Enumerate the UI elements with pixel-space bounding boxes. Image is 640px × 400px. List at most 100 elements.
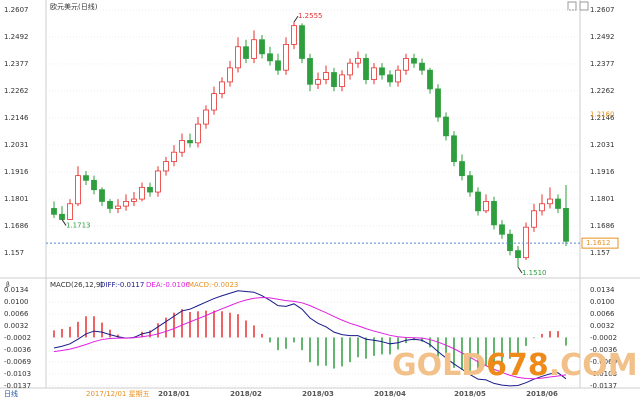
x-tick-label: 2018/02 (230, 390, 262, 398)
x-tick-label: 2018/04 (374, 390, 406, 398)
candle-body (387, 74, 393, 83)
candle-body (275, 60, 281, 71)
candle-body (243, 46, 249, 59)
candle-body (531, 210, 537, 228)
watermark-part: GOLD (392, 348, 486, 383)
price-box (581, 237, 619, 249)
annotation: 1.1713 (66, 221, 91, 229)
candle-body (283, 44, 289, 71)
candle-body (163, 161, 169, 172)
candle-body (75, 175, 81, 205)
y-tick-label-right: 1.157 (590, 249, 610, 257)
candle-body (235, 46, 241, 69)
y-tick-label-right: 1.2031 (590, 141, 615, 149)
candle-body (395, 69, 401, 83)
candle-body (411, 58, 417, 64)
candle-body (427, 69, 433, 90)
annotation: 1.2555 (298, 12, 323, 20)
candle-body (179, 140, 185, 153)
candle-body (139, 186, 145, 200)
candle-body (563, 208, 569, 242)
candle-body (483, 201, 489, 212)
candle-body (339, 74, 345, 87)
y-tick-label-right: 1.1801 (590, 195, 615, 203)
candle-body (51, 208, 57, 215)
annotation-tick (293, 15, 299, 23)
candle-body (379, 67, 385, 76)
candle-body (227, 67, 233, 83)
candle-body (499, 224, 505, 235)
candle-body (355, 58, 361, 64)
y-tick-label: 1.157 (4, 249, 24, 257)
candle-body (67, 203, 73, 220)
candle-body (83, 175, 89, 181)
dea-label: DEA:-0.0106 (146, 281, 190, 289)
y-tick-label-right: 0.0100 (590, 298, 615, 306)
y-tick-label: 0.0100 (4, 298, 29, 306)
macd-line (53, 296, 567, 380)
x-tick-label: 2018/03 (302, 390, 334, 398)
candle-body (515, 250, 521, 259)
candle-body (371, 67, 377, 80)
y-tick-label: 0.0032 (4, 322, 29, 330)
candle-body (59, 213, 65, 220)
y-tick-label: -0.0036 (4, 346, 32, 354)
candle-body (491, 201, 497, 226)
y-tick-label-right: 1.1686 (590, 222, 615, 230)
candle-body (107, 201, 113, 209)
candle-body (347, 62, 353, 76)
y-tick-label: 1.1916 (4, 168, 29, 176)
x-tick-label: 2018/06 (526, 390, 558, 398)
y-tick-label: 1.2607 (4, 6, 29, 14)
y-tick-label-right: -0.0002 (590, 334, 617, 342)
candle-body (203, 109, 209, 125)
y-tick-label-right: -0.0069 (590, 358, 617, 366)
candle-body (267, 53, 273, 62)
candle-body (99, 189, 105, 202)
annotation-tick (517, 266, 523, 274)
y-tick-label: 1.1686 (4, 222, 29, 230)
chart-title: 欧元美元(日线) (50, 2, 98, 11)
candle-body (451, 135, 457, 162)
y-tick-label: 1.2031 (4, 141, 29, 149)
watermark-part: .COM (549, 348, 638, 383)
y-tick-label: 0.0134 (4, 286, 29, 294)
date-label: 2017/12/01 星期五 (86, 390, 150, 398)
candle-body (467, 175, 473, 193)
watermark-part: 678 (486, 348, 549, 383)
y-tick-label-right: 1.2492 (590, 33, 615, 41)
candle-body (211, 93, 217, 111)
candle-body (299, 25, 305, 59)
candle-body (131, 198, 137, 202)
y-tick-label: -0.0137 (4, 382, 31, 390)
candle-body (91, 179, 97, 191)
candle-body (443, 116, 449, 137)
y-tick-label: 1.1801 (4, 195, 29, 203)
y-tick-label: 1.2262 (4, 87, 29, 95)
y-tick-label-right: 0.0134 (590, 286, 615, 294)
candle-body (147, 186, 153, 193)
x-tick-label: 2018/05 (454, 390, 486, 398)
candle-body (155, 170, 161, 193)
y-tick-label: 1.2146 (4, 114, 29, 122)
annotation: 1.1510 (522, 269, 547, 277)
y-tick-label-right: -0.0036 (590, 346, 618, 354)
candle-body (315, 79, 321, 85)
price-label: 1.1612 (586, 239, 611, 247)
candle-body (259, 39, 265, 55)
y-tick-label: 1.2377 (4, 60, 29, 68)
candle-body (555, 198, 561, 209)
cursor-label: 1.2160 (590, 111, 615, 119)
macd-line (53, 290, 567, 387)
candle-body (219, 81, 225, 95)
macd-title: MACD(26,12,9) (50, 281, 103, 289)
candle-body (331, 72, 337, 87)
candle-body (475, 191, 481, 212)
y-tick-label: -0.0103 (4, 370, 31, 378)
y-tick-label: 1.2492 (4, 33, 29, 41)
annotation-tick (61, 219, 67, 226)
icon[interactable] (579, 1, 589, 11)
macd-label: MACD:-0.0023 (188, 281, 238, 289)
